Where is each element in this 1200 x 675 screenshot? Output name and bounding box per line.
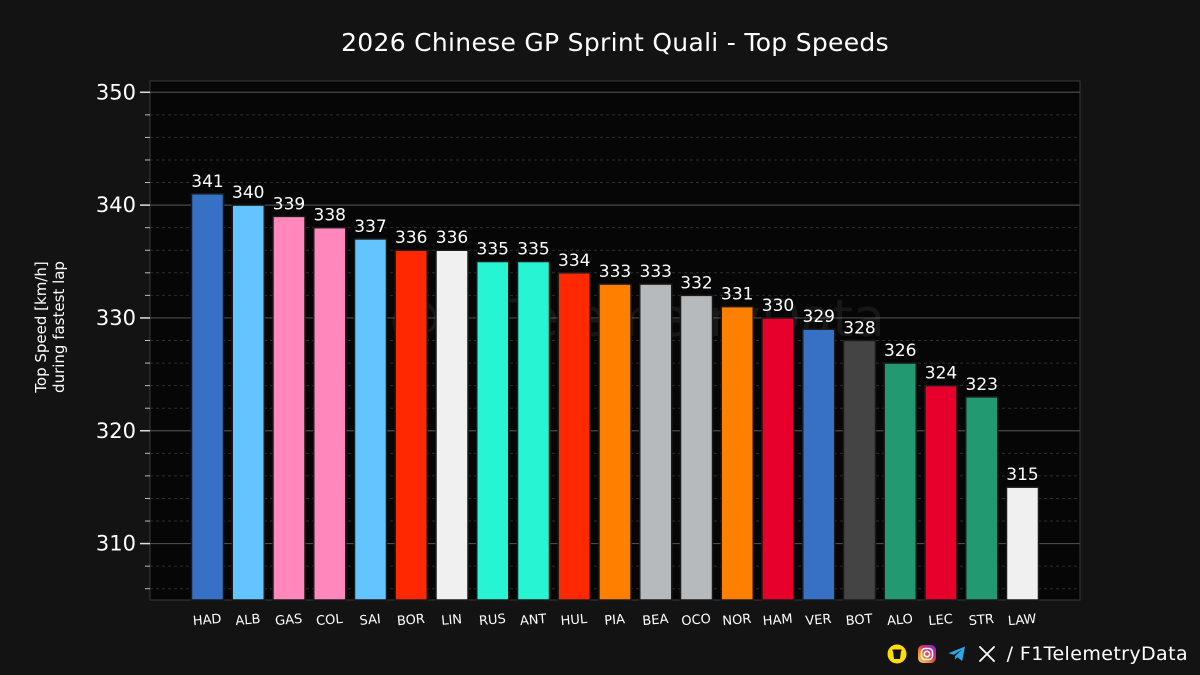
bar-value-label: 337 <box>354 217 386 237</box>
x-tick-label: PIA <box>604 612 626 629</box>
bar-lin <box>435 249 469 601</box>
y-tick-label: 320 <box>96 419 136 443</box>
x-tick-label: VER <box>805 612 832 629</box>
bar-rus <box>476 260 510 601</box>
bar-value-label: 330 <box>762 296 794 316</box>
bar-alb <box>231 204 265 601</box>
x-icon[interactable] <box>977 644 997 664</box>
x-tick-label: BOT <box>845 612 873 629</box>
y-tick-label: 310 <box>96 532 136 556</box>
bar-value-label: 315 <box>1006 465 1038 485</box>
bar-value-label: 324 <box>925 364 957 384</box>
bar-str <box>965 396 999 601</box>
bar-value-label: 323 <box>966 375 998 395</box>
x-tick-label: ANT <box>519 612 547 629</box>
x-tick-label: OCO <box>681 612 712 630</box>
footer-credits: / F1TelemetryData <box>887 641 1188 667</box>
x-tick-label: LEC <box>928 612 954 629</box>
bar-lec <box>924 384 958 601</box>
buymeacoffee-icon[interactable] <box>887 644 907 664</box>
bar-ant <box>516 260 551 601</box>
bar-bor <box>394 249 428 601</box>
x-tick-label: LIN <box>441 612 463 629</box>
bar-value-label: 332 <box>680 273 712 293</box>
y-tick-label: 330 <box>96 306 136 330</box>
telegram-icon[interactable] <box>947 644 967 664</box>
bar-value-label: 335 <box>517 240 549 260</box>
bar-value-label: 335 <box>477 240 509 260</box>
bar-sai <box>353 238 388 601</box>
x-tick-label: BEA <box>642 612 669 629</box>
instagram-icon[interactable] <box>917 644 937 664</box>
bar-alo <box>883 362 917 601</box>
bar-value-label: 341 <box>191 172 223 192</box>
bar-gas <box>272 215 306 601</box>
x-tick-label: SAI <box>359 612 381 629</box>
bar-value-label: 326 <box>884 341 916 361</box>
bar-value-label: 333 <box>599 262 631 282</box>
x-tick-label: LAW <box>1007 612 1037 629</box>
footer-handle[interactable]: / F1TelemetryData <box>1006 643 1188 665</box>
bar-had <box>190 193 225 601</box>
x-tick-label: GAS <box>274 612 302 629</box>
y-axis-label: Top Speed [km/h] during fastest lap <box>32 261 68 393</box>
bar-value-label: 331 <box>721 285 753 305</box>
x-tick-label: STR <box>968 612 994 629</box>
x-tick-label: HAM <box>762 612 793 630</box>
bar-pia <box>598 283 632 601</box>
chart-title: 2026 Chinese GP Sprint Quali - Top Speed… <box>341 28 889 57</box>
x-tick-label: RUS <box>478 612 506 629</box>
x-tick-label: NOR <box>722 612 752 629</box>
bar-hul <box>557 272 591 601</box>
y-axis-label-line: Top Speed [km/h] <box>32 261 50 393</box>
y-axis-label-wrap: Top Speed [km/h] during fastest lap <box>30 222 70 432</box>
y-tick-label: 340 <box>96 193 136 217</box>
x-tick-label: HUL <box>560 612 588 629</box>
bar-nor <box>720 305 754 601</box>
bar-oco <box>679 294 714 601</box>
bar-ver <box>802 328 836 601</box>
bar-value-label: 339 <box>273 194 305 214</box>
bar-bot <box>842 339 877 601</box>
bar-value-label: 336 <box>436 228 468 248</box>
x-tick-label: COL <box>316 612 345 629</box>
bar-ham <box>761 317 795 601</box>
bar-value-label: 328 <box>843 319 875 339</box>
bar-value-label: 338 <box>314 206 346 226</box>
x-tick-label: BOR <box>396 612 425 629</box>
bar-bea <box>639 283 673 601</box>
x-tick-label: ALB <box>235 612 261 629</box>
bar-value-label: 334 <box>558 251 590 271</box>
bar-value-label: 329 <box>803 307 835 327</box>
bar-value-label: 340 <box>232 183 264 203</box>
bar-law <box>1005 486 1040 601</box>
bar-value-label: 336 <box>395 228 427 248</box>
x-tick-label: HAD <box>192 612 222 629</box>
bar-col <box>313 226 347 601</box>
x-tick-label: ALO <box>886 612 913 629</box>
y-tick-label: 350 <box>96 80 136 104</box>
bar-value-label: 333 <box>640 262 672 282</box>
y-axis-label-line: during fastest lap <box>50 261 68 393</box>
